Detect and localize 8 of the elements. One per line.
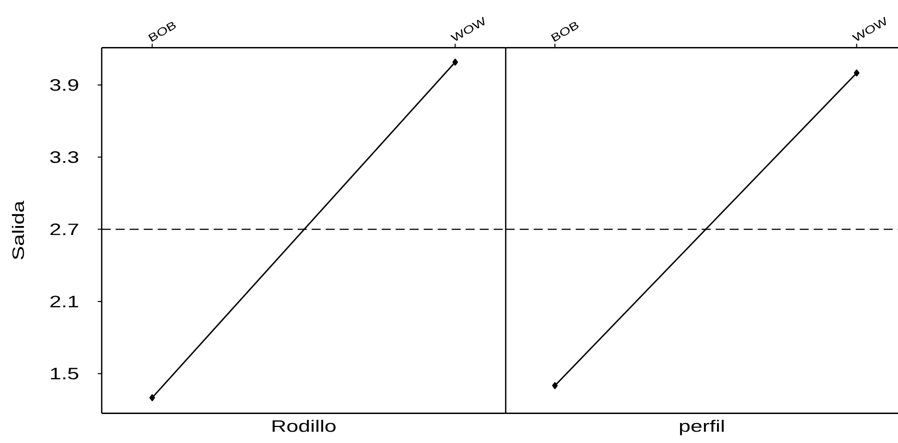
y-tick-label: 2.1	[50, 296, 78, 308]
y-tick-label: 1.5	[51, 368, 78, 380]
y-tick-label: 2.7	[50, 224, 78, 236]
x-axis-title: perfil	[680, 420, 724, 436]
y-tick-label: 3.9	[50, 79, 78, 91]
x-axis-title: Rodillo	[272, 420, 336, 432]
y-axis-title: Salida	[12, 200, 24, 260]
y-tick-label: 3.3	[50, 151, 78, 163]
